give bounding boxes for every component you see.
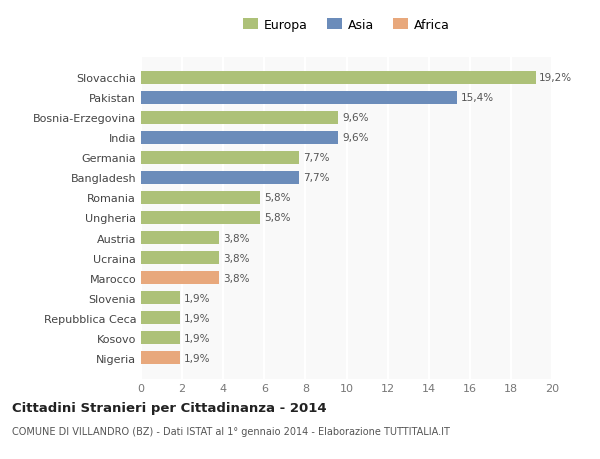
Bar xyxy=(141,172,299,184)
Bar xyxy=(141,352,180,364)
Text: 3,8%: 3,8% xyxy=(223,273,249,283)
Text: 1,9%: 1,9% xyxy=(184,333,210,343)
Bar xyxy=(141,72,536,84)
Text: 1,9%: 1,9% xyxy=(184,293,210,303)
Bar xyxy=(141,92,457,104)
Bar xyxy=(141,252,219,264)
Bar xyxy=(141,312,180,324)
Bar xyxy=(141,332,180,344)
Text: 5,8%: 5,8% xyxy=(264,193,290,203)
Text: 19,2%: 19,2% xyxy=(539,73,572,83)
Text: 1,9%: 1,9% xyxy=(184,353,210,363)
Text: 5,8%: 5,8% xyxy=(264,213,290,223)
Bar xyxy=(141,292,180,304)
Legend: Europa, Asia, Africa: Europa, Asia, Africa xyxy=(243,19,450,32)
Text: COMUNE DI VILLANDRO (BZ) - Dati ISTAT al 1° gennaio 2014 - Elaborazione TUTTITAL: COMUNE DI VILLANDRO (BZ) - Dati ISTAT al… xyxy=(12,426,450,436)
Text: 7,7%: 7,7% xyxy=(303,153,329,163)
Text: 3,8%: 3,8% xyxy=(223,233,249,243)
Bar xyxy=(141,192,260,204)
Text: 9,6%: 9,6% xyxy=(342,133,368,143)
Bar xyxy=(141,232,219,244)
Text: Cittadini Stranieri per Cittadinanza - 2014: Cittadini Stranieri per Cittadinanza - 2… xyxy=(12,401,326,414)
Text: 1,9%: 1,9% xyxy=(184,313,210,323)
Bar xyxy=(141,212,260,224)
Text: 15,4%: 15,4% xyxy=(461,93,494,103)
Text: 7,7%: 7,7% xyxy=(303,173,329,183)
Text: 3,8%: 3,8% xyxy=(223,253,249,263)
Bar xyxy=(141,132,338,144)
Bar xyxy=(141,112,338,124)
Bar xyxy=(141,152,299,164)
Bar xyxy=(141,272,219,284)
Text: 9,6%: 9,6% xyxy=(342,113,368,123)
